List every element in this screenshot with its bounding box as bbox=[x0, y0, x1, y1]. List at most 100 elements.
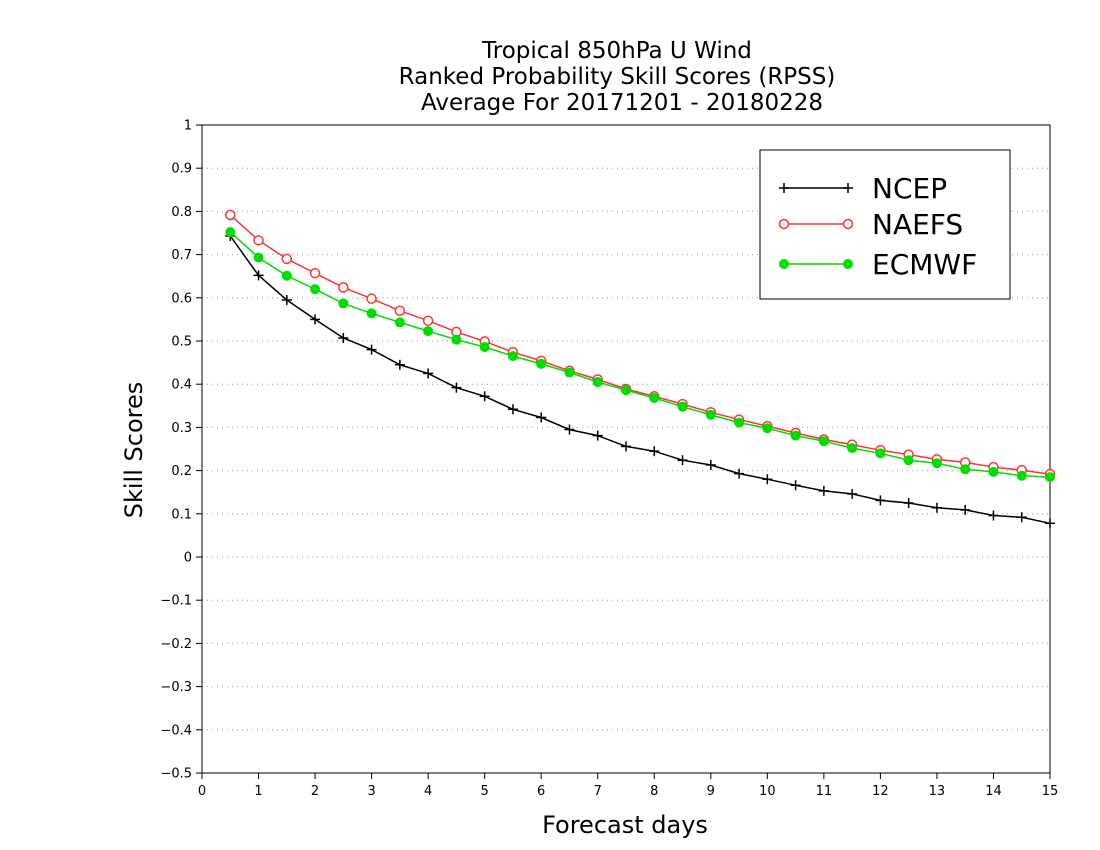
data-point-ecmwf bbox=[705, 409, 716, 420]
data-point-ncep bbox=[705, 459, 716, 470]
data-point-ncep bbox=[394, 359, 405, 370]
data-point-ncep bbox=[281, 294, 292, 305]
data-point-ecmwf bbox=[394, 317, 405, 328]
data-point-naefs bbox=[309, 267, 321, 279]
data-point-ecmwf bbox=[903, 455, 914, 466]
data-point-ncep bbox=[479, 391, 490, 402]
data-point-ncep bbox=[1045, 518, 1055, 529]
data-point-ncep bbox=[649, 446, 660, 457]
data-point-ecmwf bbox=[536, 358, 547, 369]
data-point-ncep bbox=[621, 441, 631, 452]
data-point-ecmwf bbox=[564, 367, 575, 378]
y-tick-label: 0.9 bbox=[171, 162, 192, 177]
y-tick-label: 0.2 bbox=[171, 464, 192, 479]
y-tick-label: 0.8 bbox=[171, 205, 192, 220]
x-tick-label: 1 bbox=[254, 784, 262, 799]
legend-marker-naefs bbox=[842, 218, 854, 230]
x-tick-label: 8 bbox=[650, 784, 658, 799]
y-tick-label: 0.3 bbox=[171, 421, 192, 436]
chart-title-line-2: Ranked Probability Skill Scores (RPSS) bbox=[399, 64, 836, 90]
legend-item-ncep: NCEP bbox=[779, 172, 947, 205]
x-tick-label: 3 bbox=[367, 784, 375, 799]
data-point-naefs bbox=[225, 209, 236, 221]
data-point-ecmwf bbox=[253, 252, 264, 263]
x-tick-label: 12 bbox=[872, 784, 889, 799]
x-tick-label: 13 bbox=[929, 784, 946, 799]
chart-title-line-3: Average For 20171201 - 20180228 bbox=[421, 90, 823, 116]
chart-title-line-1: Tropical 850hPa U Wind bbox=[481, 38, 752, 64]
data-point-ncep bbox=[734, 468, 745, 479]
data-point-ecmwf bbox=[423, 326, 434, 337]
data-point-ecmwf bbox=[225, 227, 236, 238]
data-point-ncep bbox=[564, 424, 575, 435]
data-point-ncep bbox=[507, 404, 518, 415]
x-tick-label: 7 bbox=[594, 784, 602, 799]
data-point-ncep bbox=[847, 488, 858, 499]
data-point-ecmwf bbox=[875, 448, 886, 459]
data-point-naefs bbox=[281, 253, 293, 265]
data-point-ecmwf bbox=[988, 466, 999, 477]
data-point-ecmwf bbox=[1016, 470, 1027, 481]
x-axis-ticks: 0 1 2 3 4 5 6 7 8 9 10 11 12 13 14 15 bbox=[198, 773, 1058, 799]
y-tick-label: 0.1 bbox=[171, 507, 192, 522]
data-point-ncep bbox=[903, 498, 914, 508]
data-point-ecmwf bbox=[507, 351, 518, 362]
x-tick-label: 11 bbox=[816, 784, 833, 799]
data-point-ncep bbox=[988, 510, 999, 521]
x-tick-label: 2 bbox=[311, 784, 319, 799]
y-tick-label: 0.4 bbox=[171, 378, 192, 393]
x-tick-label: 6 bbox=[537, 784, 545, 799]
legend-marker-ncep bbox=[843, 183, 853, 193]
y-tick-label: 0.7 bbox=[171, 248, 192, 263]
legend-item-naefs: NAEFS bbox=[778, 208, 963, 241]
data-point-ecmwf bbox=[931, 458, 942, 469]
series-layer bbox=[225, 209, 1056, 529]
legend-label-naefs: NAEFS bbox=[872, 208, 963, 241]
data-point-naefs bbox=[338, 282, 349, 293]
data-point-ncep bbox=[818, 485, 829, 496]
data-point-ecmwf bbox=[818, 436, 829, 447]
x-tick-label: 10 bbox=[759, 784, 776, 799]
data-point-ecmwf bbox=[960, 464, 971, 475]
y-tick-label: 0.6 bbox=[171, 291, 192, 306]
y-axis-ticks: −0.5 −0.4 −0.3 −0.2 −0.1 0 0.1 0.2 0.3 0.4 0.5 0.6 0… bbox=[160, 119, 202, 782]
data-point-ncep bbox=[931, 502, 942, 513]
data-point-ncep bbox=[592, 430, 603, 441]
data-point-naefs bbox=[422, 315, 434, 326]
y-tick-label: 1 bbox=[184, 119, 192, 134]
y-tick-label: −0.3 bbox=[160, 680, 192, 695]
data-point-ncep bbox=[338, 332, 349, 343]
plot-frame bbox=[201, 124, 1051, 774]
data-point-ecmwf bbox=[790, 430, 801, 441]
series-ecmwf bbox=[225, 227, 1055, 483]
y-tick-label: −0.2 bbox=[160, 637, 192, 652]
data-point-ecmwf bbox=[451, 334, 462, 345]
data-point-ncep bbox=[310, 314, 321, 325]
data-point-ecmwf bbox=[479, 342, 490, 353]
data-point-ncep bbox=[875, 495, 886, 506]
data-point-ecmwf bbox=[1045, 472, 1055, 483]
x-tick-label: 14 bbox=[985, 784, 1002, 799]
y-tick-label: 0.5 bbox=[171, 335, 192, 350]
data-point-ecmwf bbox=[338, 298, 349, 309]
y-tick-label: −0.5 bbox=[160, 767, 192, 782]
data-point-naefs bbox=[366, 293, 377, 304]
x-tick-label: 0 bbox=[198, 784, 206, 799]
data-point-ecmwf bbox=[592, 377, 603, 388]
data-point-ncep bbox=[790, 480, 801, 491]
x-tick-label: 4 bbox=[424, 784, 432, 799]
x-tick-label: 5 bbox=[481, 784, 489, 799]
data-point-ecmwf bbox=[649, 393, 660, 404]
data-point-naefs bbox=[394, 305, 406, 317]
data-point-ncep bbox=[762, 474, 773, 485]
data-point-naefs bbox=[253, 235, 264, 246]
data-point-ecmwf bbox=[847, 443, 858, 454]
data-point-ncep bbox=[366, 344, 377, 355]
data-point-ncep bbox=[1016, 512, 1027, 523]
series-ncep bbox=[225, 231, 1055, 529]
data-point-ncep bbox=[451, 382, 462, 393]
legend-marker-naefs bbox=[778, 218, 790, 230]
legend-marker-ncep bbox=[779, 183, 789, 193]
legend-item-ecmwf: ECMWF bbox=[779, 248, 977, 281]
